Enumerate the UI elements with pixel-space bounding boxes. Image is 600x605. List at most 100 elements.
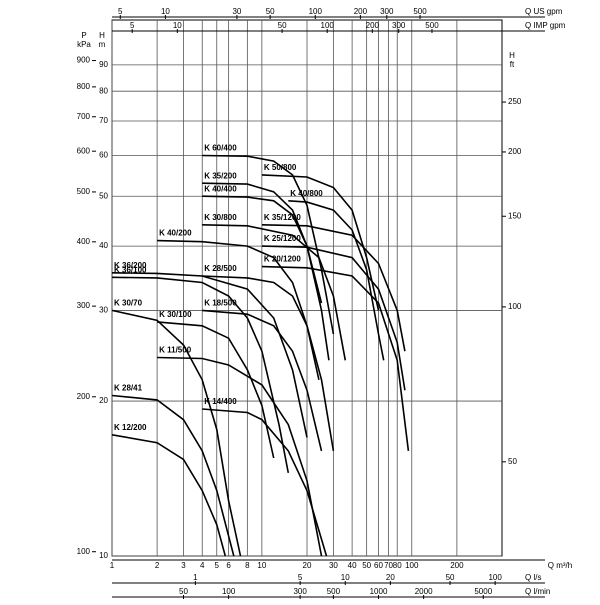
pump-curve	[111, 394, 235, 557]
curve-label: K 50/800	[264, 163, 297, 172]
curve-label: K 60/400	[204, 144, 237, 153]
curve-label: K 28/41	[114, 384, 143, 393]
pump-curve	[202, 154, 335, 335]
x-tick-label: 60	[374, 561, 383, 570]
aux-tick-label: 5	[298, 573, 303, 582]
ft-tick-label: 50	[508, 457, 517, 466]
aux-tick-label: 50	[278, 21, 287, 30]
kpa-axis-title: P	[81, 31, 86, 40]
aux-tick-label: 10	[173, 21, 182, 30]
pump-curve	[202, 275, 335, 452]
x-tick-label: 4	[200, 561, 205, 570]
aux-axis-title: Q IMP gpm	[525, 21, 566, 30]
ft-axis-title: H	[509, 51, 515, 60]
aux-tick-label: 50	[446, 573, 455, 582]
pump-curve	[202, 195, 330, 361]
curve-label: K 36/100	[114, 265, 147, 274]
curve-label: K 35/1200	[264, 213, 301, 222]
pump-curve	[261, 245, 406, 391]
kpa-tick-label: 300	[77, 301, 91, 310]
y-tick-label: 10	[99, 551, 108, 560]
y-tick-label: 40	[99, 241, 108, 250]
pump-curve	[202, 224, 347, 361]
aux-tick-label: 5	[130, 21, 135, 30]
curve-label: K 30/800	[204, 213, 237, 222]
aux-tick-label: 100	[309, 7, 323, 16]
aux-tick-label: 50	[179, 587, 188, 596]
y-tick-label: 90	[99, 60, 108, 69]
aux-axis-title: Q l/s	[525, 573, 541, 582]
x-tick-label: 5	[215, 561, 220, 570]
kpa-tick-label: 600	[77, 146, 91, 155]
aux-tick-label: 100	[488, 573, 502, 582]
y-tick-label: 80	[99, 86, 108, 95]
y-tick-label: 30	[99, 306, 108, 315]
pump-curve	[288, 200, 385, 361]
aux-tick-label: 5	[118, 7, 123, 16]
aux-tick-label: 50	[266, 7, 275, 16]
curve-label: K 30/100	[159, 310, 192, 319]
x-tick-label: 40	[348, 561, 357, 570]
x-axis-title: Q m³/h	[548, 561, 572, 570]
x-tick-label: 6	[226, 561, 231, 570]
aux-tick-label: 100	[321, 21, 335, 30]
aux-axis-title: Q US gpm	[525, 7, 563, 16]
ft-tick-label: 200	[508, 147, 522, 156]
aux-tick-label: 20	[386, 573, 395, 582]
aux-tick-label: 200	[354, 7, 368, 16]
aux-axis-title: Q l/min	[525, 587, 550, 596]
kpa-tick-label: 400	[77, 237, 91, 246]
curve-label: K 40/400	[204, 184, 237, 193]
aux-tick-label: 500	[425, 21, 439, 30]
pump-curve	[261, 174, 380, 311]
aux-tick-label: 10	[161, 7, 170, 16]
kpa-tick-label: 700	[77, 112, 91, 121]
curve-label: K 40/800	[290, 189, 323, 198]
x-tick-label: 50	[362, 561, 371, 570]
x-tick-label: 200	[450, 561, 464, 570]
aux-tick-label: 300	[392, 21, 406, 30]
kpa-tick-label: 200	[77, 392, 91, 401]
y-tick-label: 70	[99, 116, 108, 125]
curve-label: K 20/1200	[264, 255, 301, 264]
ft-tick-label: 250	[508, 97, 522, 106]
curve-label: K 36/200	[114, 261, 147, 270]
pump-curve	[111, 434, 227, 557]
aux-tick-label: 1000	[370, 587, 388, 596]
kpa-tick-label: 500	[77, 187, 91, 196]
curve-label: K 35/200	[204, 171, 237, 180]
aux-tick-label: 100	[222, 587, 236, 596]
aux-tick-label: 30	[232, 7, 241, 16]
aux-tick-label: 300	[380, 7, 394, 16]
curve-label: K 40/200	[159, 229, 192, 238]
aux-tick-label: 500	[413, 7, 427, 16]
ft-tick-label: 100	[508, 302, 522, 311]
x-tick-label: 2	[155, 561, 160, 570]
curve-label: K 28/500	[204, 264, 237, 273]
curve-label: K 25/1200	[264, 234, 301, 243]
aux-tick-label: 200	[366, 21, 380, 30]
curve-label: K 12/200	[114, 423, 147, 432]
x-tick-label: 3	[181, 561, 186, 570]
y-tick-label: 60	[99, 151, 108, 160]
pump-curve	[157, 239, 320, 380]
ft-axis-unit: ft	[510, 60, 515, 69]
x-tick-label: 8	[245, 561, 250, 570]
x-tick-label: 80	[393, 561, 402, 570]
x-tick-label: 20	[303, 561, 312, 570]
aux-tick-label: 2000	[415, 587, 433, 596]
pump-curve	[111, 276, 290, 474]
ft-tick-label: 150	[508, 211, 522, 220]
kpa-axis-unit: kPa	[77, 40, 91, 49]
kpa-tick-label: 100	[77, 547, 91, 556]
pump-curve	[111, 272, 308, 438]
pump-curve	[261, 265, 410, 451]
curve-label: K 11/500	[159, 346, 192, 355]
aux-tick-label: 10	[341, 573, 350, 582]
x-tick-label: 30	[329, 561, 338, 570]
y-tick-label: 20	[99, 396, 108, 405]
x-tick-label: 70	[384, 561, 393, 570]
aux-tick-label: 500	[327, 587, 341, 596]
aux-tick-label: 1	[193, 573, 198, 582]
